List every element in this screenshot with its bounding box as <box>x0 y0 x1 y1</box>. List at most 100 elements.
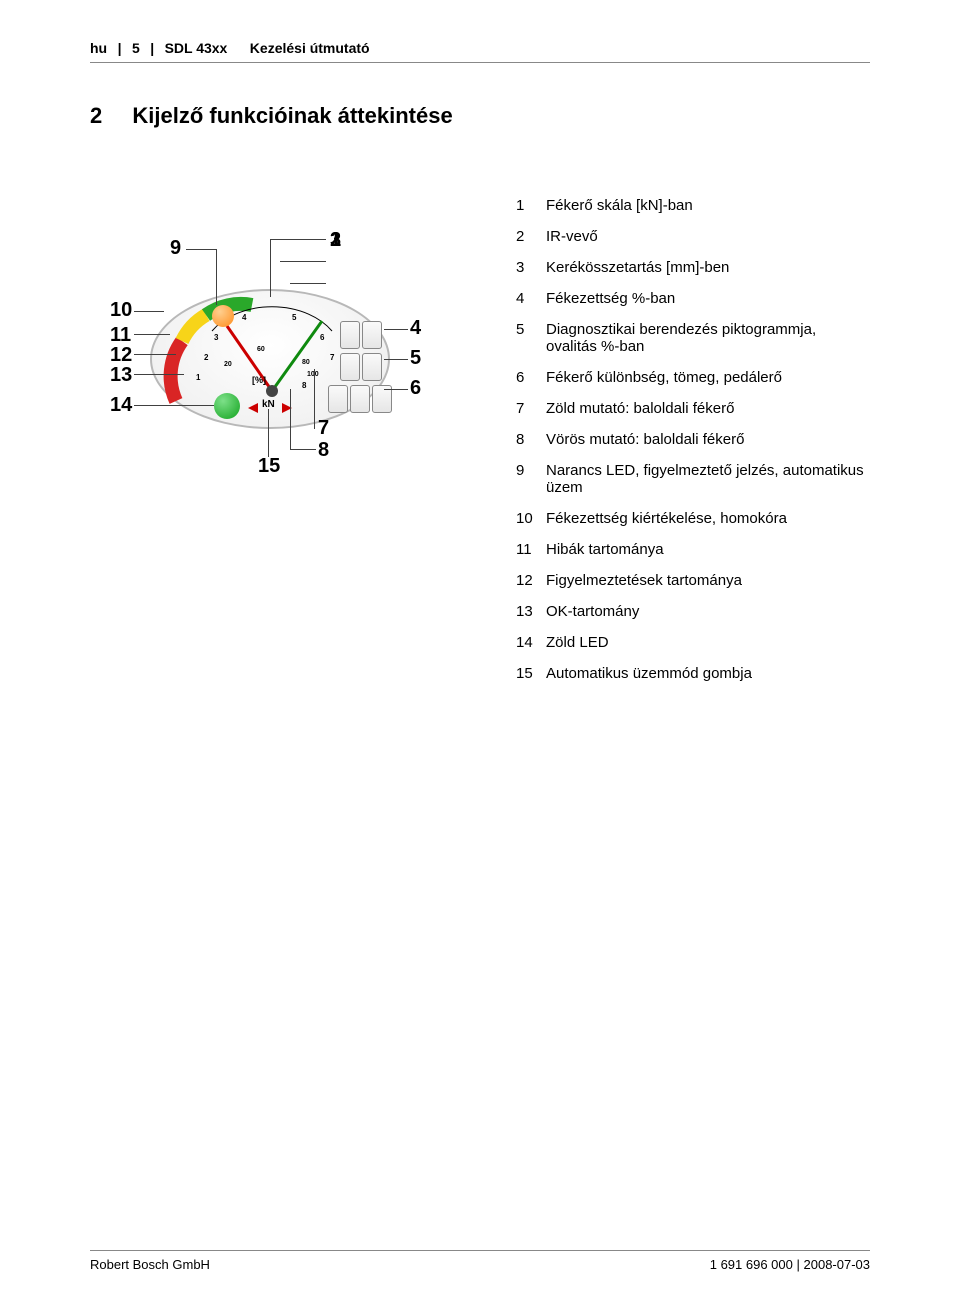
legend-num: 14 <box>512 628 540 657</box>
digit-box-5b <box>362 353 382 381</box>
legend-num: 5 <box>512 315 540 361</box>
legend-num: 9 <box>512 456 540 502</box>
sv60: 60 <box>257 346 265 353</box>
lead-12 <box>134 354 176 355</box>
callout-10: 10 <box>110 299 132 322</box>
orange-led <box>212 305 234 327</box>
footer-doc-number: 1 691 696 000 <box>710 1257 793 1272</box>
legend-row: 11Hibák tartománya <box>512 535 868 564</box>
legend-table: 1Fékerő skála [kN]-ban 2IR-vevő 3Kerékös… <box>510 189 870 690</box>
footer-left: Robert Bosch GmbH <box>90 1257 210 1272</box>
legend-num: 11 <box>512 535 540 564</box>
lead-14 <box>134 405 214 406</box>
legend-row: 4Fékezettség %-ban <box>512 284 868 313</box>
legend-row: 10Fékezettség kiértékelése, homokóra <box>512 504 868 533</box>
lead-13 <box>134 374 184 375</box>
pct-label: [%] <box>252 375 266 385</box>
callout-13: 13 <box>110 364 132 387</box>
legend-text: Vörös mutató: baloldali fékerő <box>542 425 868 454</box>
lead-1 <box>270 239 326 240</box>
header-product: SDL 43xx <box>165 40 228 56</box>
legend-num: 13 <box>512 597 540 626</box>
arc-yellow <box>182 315 206 341</box>
lead-8v <box>290 389 291 449</box>
legend-num: 1 <box>512 191 540 220</box>
page-footer: Robert Bosch GmbH 1 691 696 000 | 2008-0… <box>90 1250 870 1272</box>
legend-row: 1Fékerő skála [kN]-ban <box>512 191 868 220</box>
legend-row: 13OK-tartomány <box>512 597 868 626</box>
legend-num: 15 <box>512 659 540 688</box>
legend-column: 1Fékerő skála [kN]-ban 2IR-vevő 3Kerékös… <box>510 189 870 690</box>
tick-6: 6 <box>320 333 324 342</box>
diagram-column: 2 3 4 5 6 7 1 8 20 60 80 100 [%] <box>90 189 480 479</box>
tick-3: 3 <box>214 333 218 342</box>
kn-arrow-left-icon <box>248 403 258 413</box>
pointer-hub <box>266 385 278 397</box>
legend-num: 8 <box>512 425 540 454</box>
lead-10 <box>134 311 164 312</box>
legend-text: Fékezettség %-ban <box>542 284 868 313</box>
lead-6 <box>384 389 408 390</box>
section-heading: 2 Kijelző funkcióinak áttekintése <box>90 103 870 129</box>
legend-num: 4 <box>512 284 540 313</box>
legend-row: 9Narancs LED, figyelmeztető jelzés, auto… <box>512 456 868 502</box>
tick-2: 2 <box>204 353 208 362</box>
callout-9: 9 <box>170 237 181 260</box>
digit-box-6a <box>328 385 348 413</box>
legend-num: 3 <box>512 253 540 282</box>
callout-5: 5 <box>410 347 421 370</box>
tick-7: 7 <box>330 353 334 362</box>
legend-row: 12Figyelmeztetések tartománya <box>512 566 868 595</box>
lead-9v <box>216 249 217 305</box>
header-lang: hu <box>90 40 107 56</box>
legend-text: Zöld LED <box>542 628 868 657</box>
legend-row: 6Fékerő különbség, tömeg, pedálerő <box>512 363 868 392</box>
legend-row: 14Zöld LED <box>512 628 868 657</box>
lead-15v <box>268 409 269 457</box>
legend-body: 1Fékerő skála [kN]-ban 2IR-vevő 3Kerékös… <box>512 191 868 688</box>
lead-8 <box>290 449 316 450</box>
callout-8: 8 <box>318 439 329 462</box>
callout-6: 6 <box>410 377 421 400</box>
header-sep: | <box>118 40 122 56</box>
gauge-diagram: 2 3 4 5 6 7 1 8 20 60 80 100 [%] <box>90 229 480 479</box>
legend-text: Fékezettség kiértékelése, homokóra <box>542 504 868 533</box>
legend-text: Hibák tartománya <box>542 535 868 564</box>
green-led <box>214 393 240 419</box>
digit-box-5a <box>340 353 360 381</box>
footer-date: 2008-07-03 <box>804 1257 871 1272</box>
lead-2 <box>280 261 326 262</box>
lead-9 <box>186 249 216 250</box>
legend-text: Fékerő skála [kN]-ban <box>542 191 868 220</box>
header-doc-title: Kezelési útmutató <box>250 40 370 56</box>
tick-4: 4 <box>242 313 246 322</box>
arc-red <box>171 341 182 401</box>
legend-text: Figyelmeztetések tartománya <box>542 566 868 595</box>
tick-5: 5 <box>292 313 296 322</box>
legend-text: Zöld mutató: baloldali fékerő <box>542 394 868 423</box>
callout-3: 3 <box>330 229 341 252</box>
legend-text: IR-vevő <box>542 222 868 251</box>
legend-text: Kerékösszetartás [mm]-ben <box>542 253 868 282</box>
legend-row: 7Zöld mutató: baloldali fékerő <box>512 394 868 423</box>
footer-right: 1 691 696 000 | 2008-07-03 <box>710 1257 870 1272</box>
callout-4: 4 <box>410 317 421 340</box>
lead-4 <box>384 329 408 330</box>
legend-text: OK-tartomány <box>542 597 868 626</box>
callout-14: 14 <box>110 394 132 417</box>
legend-num: 2 <box>512 222 540 251</box>
legend-row: 2IR-vevő <box>512 222 868 251</box>
digit-box-4a <box>340 321 360 349</box>
legend-num: 6 <box>512 363 540 392</box>
section-title-text: Kijelző funkcióinak áttekintése <box>132 103 452 128</box>
lead-3 <box>290 283 326 284</box>
legend-text: Automatikus üzemmód gombja <box>542 659 868 688</box>
page-header: hu | 5 | SDL 43xx Kezelési útmutató <box>90 40 870 63</box>
legend-row: 15Automatikus üzemmód gombja <box>512 659 868 688</box>
legend-text: Diagnosztikai berendezés piktogrammja, o… <box>542 315 868 361</box>
digit-box-4b <box>362 321 382 349</box>
sv80: 80 <box>302 359 310 366</box>
callout-15: 15 <box>258 455 280 478</box>
callout-7: 7 <box>318 417 329 440</box>
legend-num: 7 <box>512 394 540 423</box>
